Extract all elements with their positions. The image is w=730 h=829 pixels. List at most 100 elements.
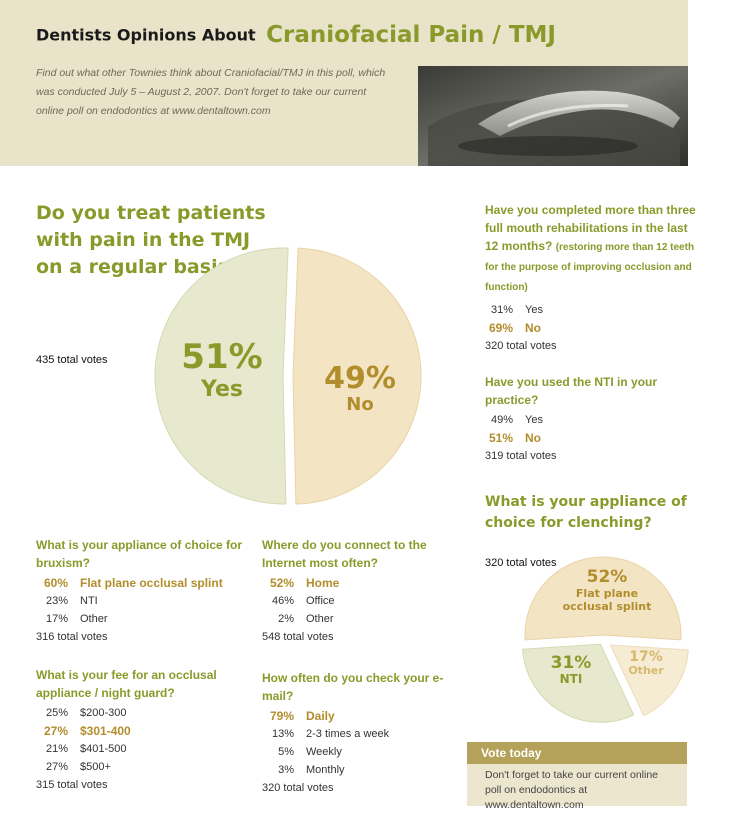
total-votes-text: 316 total votes (36, 631, 108, 643)
answer-row: 69% No (485, 319, 700, 337)
answer-percent: 3% (278, 764, 294, 776)
answer-row: 49% Yes (485, 411, 700, 429)
vote-today-text: Don't forget to take our current online … (485, 769, 659, 811)
poll-question: Have you completed more than three full … (485, 201, 700, 297)
tmj-total-votes: 435 total votes (36, 354, 108, 366)
answer-row: 31% Yes (485, 301, 700, 319)
slice-percent-yes: 51% (181, 337, 262, 377)
clenching-total-votes: 320 total votes (485, 557, 557, 569)
answer-percent: 79% (269, 709, 294, 723)
poll-internet: Where do you connect to the Internet mos… (262, 536, 452, 646)
poll-question-text: Have you completed more than three full … (485, 203, 696, 253)
answer-row: 27% $301-400 (36, 722, 246, 740)
poll-question-note: (restoring more than 12 teeth for the pu… (485, 242, 695, 293)
answer-percent: 25% (45, 707, 68, 719)
answer-percent: 49% (490, 414, 513, 426)
intro-text: Find out what other Townies think about … (36, 67, 386, 117)
header-band: Dentists Opinions About Craniofacial Pai… (0, 0, 688, 166)
answer-row: 23% NTI (36, 592, 246, 610)
page-title: Dentists Opinions About Craniofacial Pai… (36, 22, 556, 48)
poll-question: Where do you connect to the Internet mos… (262, 538, 427, 570)
poll-total-votes: 319 total votes (485, 447, 700, 465)
slice-label-flat-plane-line2: occlusal splint (563, 600, 652, 613)
slice-label-yes: Yes (200, 377, 243, 402)
poll-bruxism: What is your appliance of choice for bru… (36, 536, 246, 646)
answer-row: 79% Daily (262, 707, 452, 725)
answer-percent: 27% (45, 761, 68, 773)
slice-label-flat-plane-line1: Flat plane (576, 587, 638, 600)
vote-today-box[interactable]: Vote today Don't forget to take our curr… (467, 742, 687, 811)
answer-label: Monthly (306, 764, 345, 776)
answer-label: Home (306, 576, 340, 590)
answer-label: $500+ (80, 761, 111, 773)
answer-row: 21% $401-500 (36, 740, 246, 758)
pie-slice-yes (154, 247, 289, 505)
poll-total-votes: 548 total votes (262, 628, 452, 646)
answer-percent: 69% (488, 321, 513, 335)
answer-percent: 52% (269, 576, 294, 590)
answer-percent: 60% (43, 576, 68, 590)
answer-label: Office (306, 595, 335, 607)
slice-percent-flat-plane: 52% (587, 567, 628, 587)
answer-label: $301-400 (80, 724, 131, 738)
answer-label: No (525, 431, 541, 445)
pie-slice-no (292, 247, 422, 505)
answer-row: 5% Weekly (262, 743, 452, 761)
answer-row: 2% Other (262, 610, 452, 628)
total-votes-text: 320 total votes (262, 782, 334, 794)
answer-label: Daily (306, 709, 335, 723)
answer-label: Flat plane occlusal splint (80, 576, 223, 590)
answer-row: 52% Home (262, 574, 452, 592)
poll-total-votes: 315 total votes (36, 776, 246, 794)
answer-row: 17% Other (36, 610, 246, 628)
answer-row: 51% No (485, 429, 700, 447)
title-main: Craniofacial Pain / TMJ (266, 22, 556, 48)
night-guard-photo (418, 66, 688, 166)
tmj-question: Do you treat patients with pain in the T… (36, 202, 266, 278)
total-votes-text: 315 total votes (36, 779, 108, 791)
answer-percent: 5% (278, 746, 294, 758)
poll-fee: What is your fee for an occlusal applian… (36, 666, 246, 794)
pie-slice-other (609, 644, 689, 717)
slice-percent-no: 49% (324, 361, 396, 396)
total-votes-text: 320 total votes (485, 340, 557, 352)
poll-question: Have you used the NTI in your practice? (485, 375, 658, 407)
answer-label: Yes (525, 304, 543, 316)
answer-percent: 2% (278, 613, 294, 625)
answer-label: No (525, 321, 541, 335)
slice-label-nti: NTI (560, 672, 583, 686)
slice-percent-other: 17% (629, 649, 663, 665)
poll-question: How often do you check your e-mail? (262, 671, 444, 703)
answer-label: Other (80, 613, 108, 625)
pie-slice-flat-plane (524, 556, 682, 641)
answer-row: 60% Flat plane occlusal splint (36, 574, 246, 592)
vote-today-title: Vote today (467, 742, 687, 764)
clenching-question: What is your appliance of choice for cle… (485, 494, 687, 531)
answer-row: 13% 2-3 times a week (262, 725, 452, 743)
title-prefix: Dentists Opinions About (36, 25, 256, 45)
answer-label: Other (306, 613, 334, 625)
poll-total-votes: 316 total votes (36, 628, 246, 646)
poll-total-votes: 320 total votes (485, 337, 700, 355)
answer-percent: 46% (271, 595, 294, 607)
slice-label-no: No (346, 394, 373, 415)
poll-nti: Have you used the NTI in your practice? … (485, 373, 700, 465)
answer-row: 3% Monthly (262, 761, 452, 779)
total-votes-text: 548 total votes (262, 631, 334, 643)
answer-label: Yes (525, 414, 543, 426)
answer-percent: 17% (45, 613, 68, 625)
answer-percent: 31% (490, 304, 513, 316)
slice-percent-nti: 31% (551, 653, 592, 673)
poll-email: How often do you check your e-mail? 79% … (262, 669, 452, 797)
poll-total-votes: 320 total votes (262, 779, 452, 797)
answer-label: $200-300 (80, 707, 127, 719)
answer-percent: 51% (488, 431, 513, 445)
answer-row: 46% Office (262, 592, 452, 610)
answer-percent: 21% (45, 743, 68, 755)
answer-label: $401-500 (80, 743, 127, 755)
poll-rehab: Have you completed more than three full … (485, 201, 700, 355)
answer-row: 27% $500+ (36, 758, 246, 776)
answer-label: 2-3 times a week (306, 728, 390, 740)
answer-label: Weekly (306, 746, 342, 758)
